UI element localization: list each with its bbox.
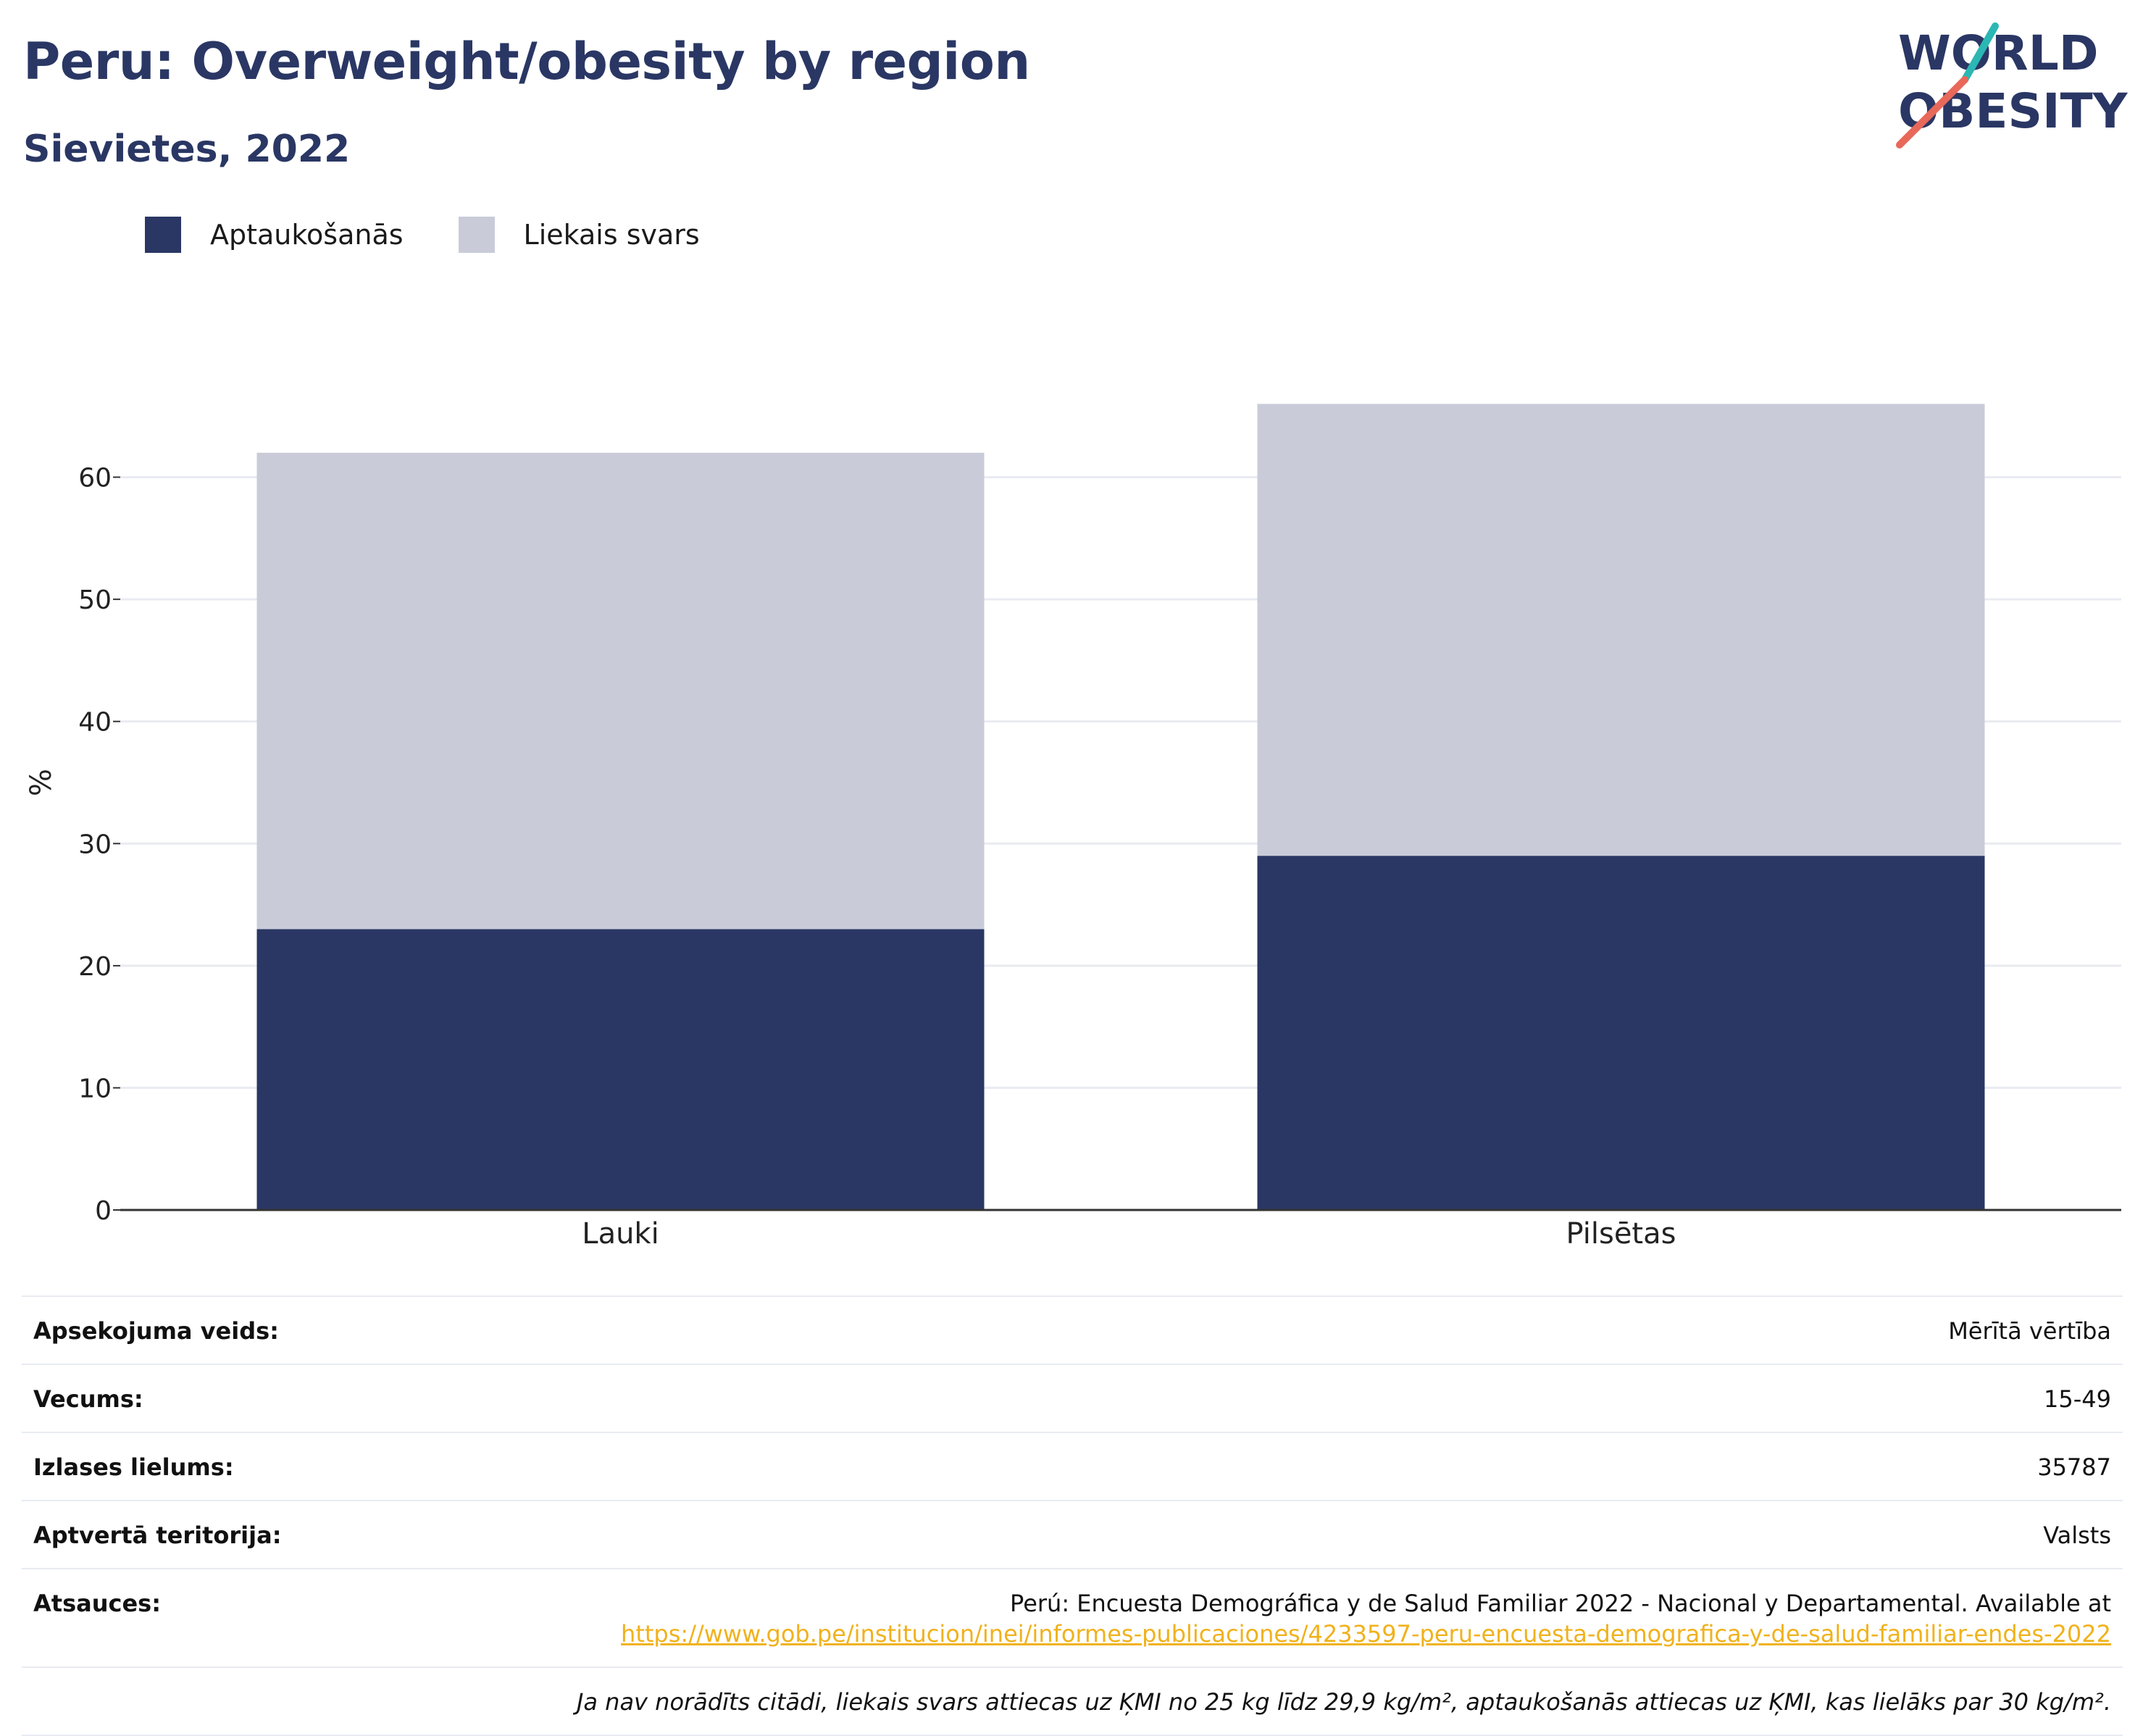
y-tick-label: 10: [78, 1074, 112, 1103]
y-tick-label: 20: [78, 952, 112, 982]
source-link[interactable]: https://www.gob.pe/institucion/inei/info…: [621, 1620, 2111, 1648]
definition-note: Ja nav norādīts citādi, liekais svars at…: [576, 1688, 2111, 1716]
legend-swatch-overweight: [458, 217, 495, 253]
source-citation: Perú: Encuesta Demográfica y de Salud Fa…: [1010, 1590, 2111, 1617]
chart-subtitle: Sievietes, 2022: [23, 128, 351, 171]
y-tick-label: 40: [78, 708, 112, 738]
meta-row-age: Vecums: 15-49: [22, 1365, 2123, 1433]
meta-label: Apsekojuma veids:: [33, 1317, 279, 1345]
legend-swatch-obesity: [145, 217, 181, 253]
meta-value: Mērītā vērtība: [1948, 1317, 2111, 1345]
y-tick-label: 60: [78, 464, 112, 493]
bar-overweight-lauki: [256, 452, 985, 930]
legend-label-obesity: Aptaukošanās: [210, 219, 404, 251]
bar-obesity-lauki: [256, 929, 985, 1210]
y-axis-label: %: [25, 769, 58, 796]
meta-row-coverage: Aptvertā teritorija: Valsts: [22, 1501, 2123, 1569]
meta-value: Perú: Encuesta Demográfica y de Salud Fa…: [621, 1588, 2111, 1649]
y-tick-label: 0: [95, 1196, 112, 1226]
meta-label: Izlases lielums:: [33, 1453, 234, 1481]
y-tick-label: 50: [78, 585, 112, 615]
meta-row-note: Ja nav norādīts citādi, liekais svars at…: [22, 1668, 2123, 1736]
meta-label: Atsauces:: [33, 1590, 161, 1617]
x-tick-label: Pilsētas: [1566, 1217, 1676, 1251]
metadata-table: Apsekojuma veids: Mērītā vērtība Vecums:…: [22, 1295, 2123, 1736]
bar-obesity-pilsētas: [1257, 856, 1985, 1210]
legend-item-overweight[interactable]: Liekais svars: [458, 217, 700, 253]
x-tick-label: Lauki: [582, 1217, 659, 1251]
meta-row-sample-size: Izlases lielums: 35787: [22, 1433, 2123, 1501]
bar-overweight-pilsētas: [1257, 404, 1985, 856]
world-obesity-logo: WORLD OBESITY: [1896, 22, 2129, 149]
meta-label: Aptvertā teritorija:: [33, 1522, 282, 1549]
logo-slash-teal: [1961, 22, 1999, 83]
logo-slash-red: [1896, 76, 1968, 149]
chart-title: Peru: Overweight/obesity by region: [23, 32, 1030, 91]
y-tick-label: 30: [78, 830, 112, 859]
meta-label: Vecums:: [33, 1385, 143, 1413]
meta-value: 35787: [2037, 1453, 2111, 1481]
logo-text-world: WORLD: [1898, 25, 2099, 81]
meta-value: Valsts: [2043, 1522, 2111, 1549]
legend-item-obesity[interactable]: Aptaukošanās: [145, 217, 404, 253]
chart-legend: Aptaukošanās Liekais svars: [145, 214, 755, 255]
stacked-bar-chart: 0 10 20 30 40 50 60% Lauki Pilsētas: [25, 404, 2121, 1251]
meta-row-references: Atsauces: Perú: Encuesta Demográfica y d…: [22, 1569, 2123, 1668]
legend-label-overweight: Liekais svars: [523, 219, 700, 251]
meta-value: 15-49: [2044, 1385, 2111, 1413]
meta-row-survey-type: Apsekojuma veids: Mērītā vērtība: [22, 1297, 2123, 1365]
